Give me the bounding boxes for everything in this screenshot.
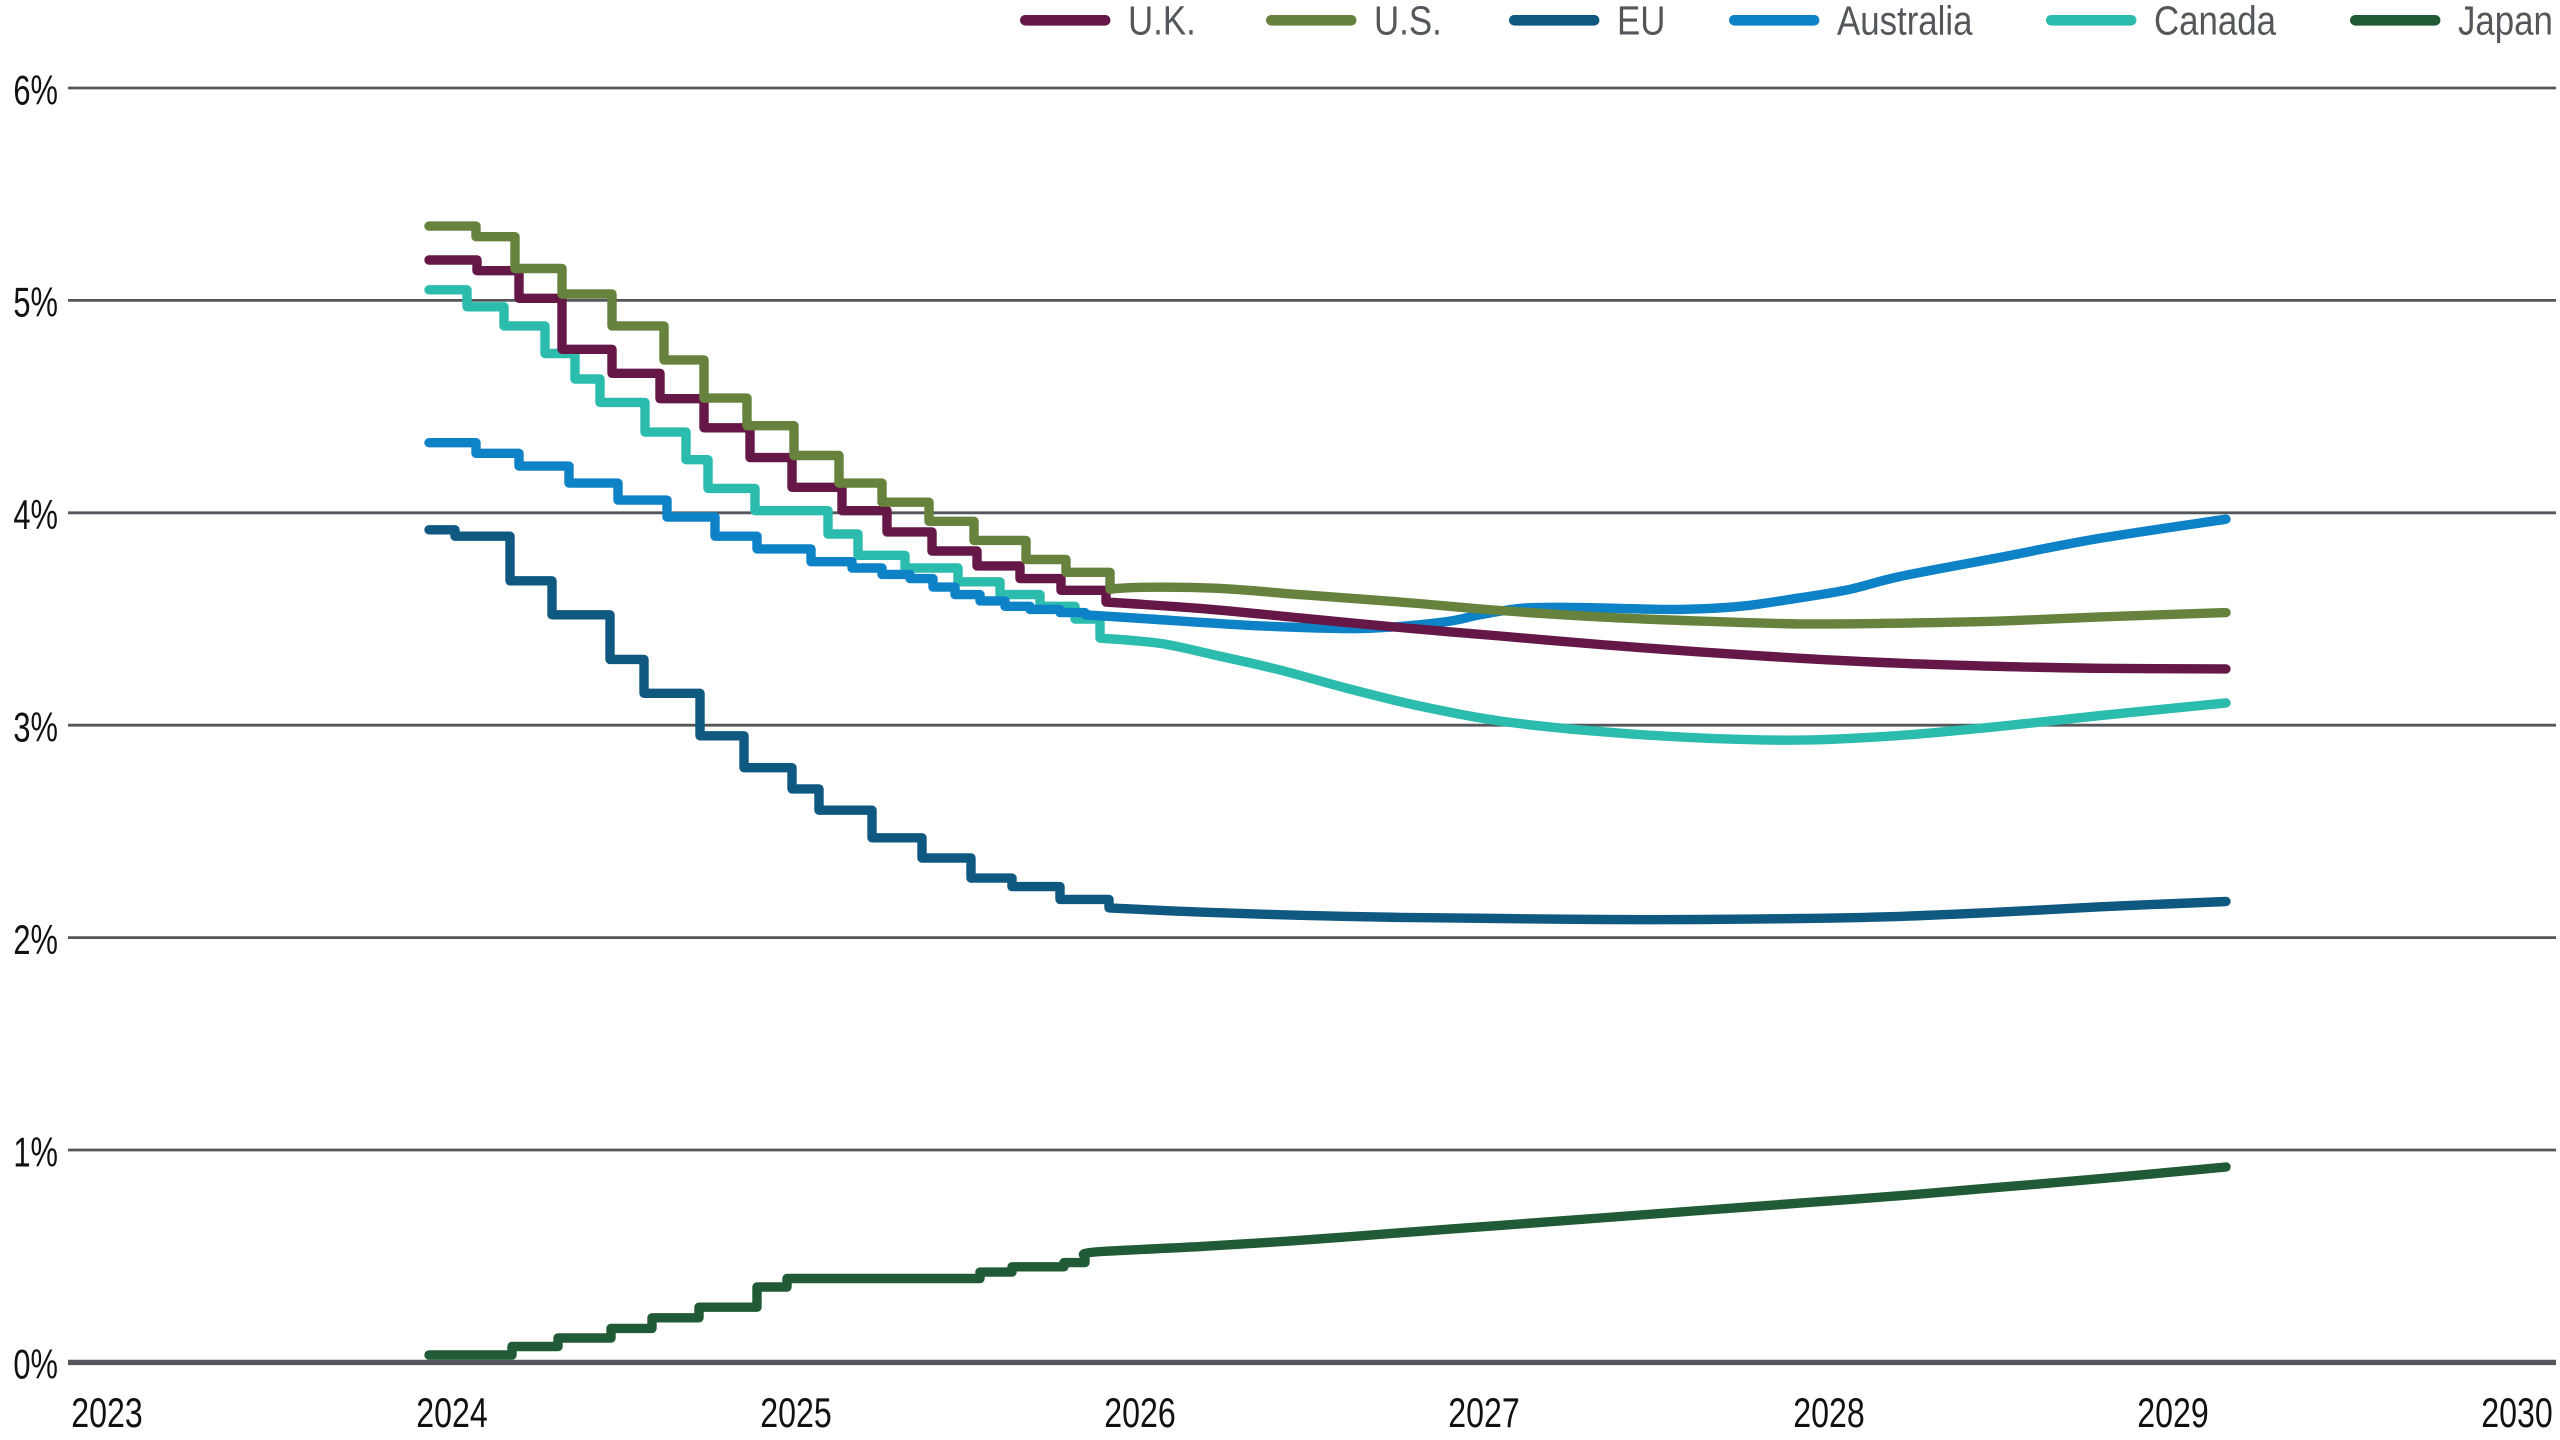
svg-text:EU: EU	[1617, 0, 1665, 44]
svg-text:2024: 2024	[416, 1389, 487, 1436]
svg-text:Australia: Australia	[1837, 0, 1973, 44]
svg-text:2025: 2025	[760, 1389, 831, 1436]
svg-text:4%: 4%	[13, 491, 58, 538]
svg-text:5%: 5%	[13, 279, 58, 326]
svg-text:Japan: Japan	[2458, 0, 2553, 44]
svg-text:2028: 2028	[1793, 1389, 1864, 1436]
svg-text:6%: 6%	[13, 67, 58, 114]
svg-text:2030: 2030	[2481, 1389, 2552, 1436]
svg-text:U.S.: U.S.	[1374, 0, 1442, 44]
svg-text:3%: 3%	[13, 704, 58, 751]
svg-text:2029: 2029	[2137, 1389, 2208, 1436]
svg-text:2027: 2027	[1448, 1389, 1519, 1436]
svg-text:2023: 2023	[71, 1389, 142, 1436]
svg-text:Canada: Canada	[2154, 0, 2277, 44]
svg-text:U.K.: U.K.	[1128, 0, 1196, 44]
svg-text:1%: 1%	[13, 1129, 58, 1176]
svg-text:0%: 0%	[13, 1341, 58, 1388]
svg-text:2026: 2026	[1104, 1389, 1175, 1436]
svg-text:2%: 2%	[13, 916, 58, 963]
